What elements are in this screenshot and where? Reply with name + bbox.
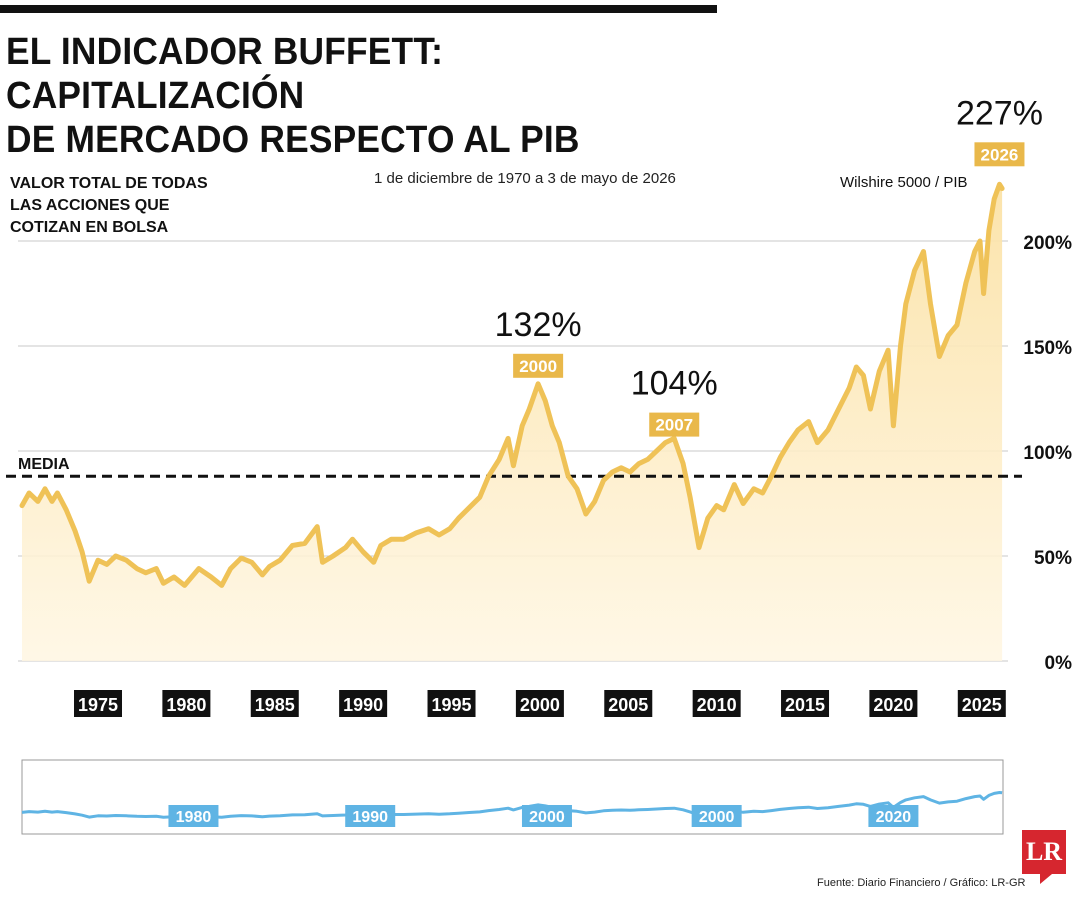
date-range: 1 de diciembre de 1970 a 3 de mayo de 20…	[374, 170, 676, 187]
y-axis-ticks: 0% 50% 100% 150% 200%	[1023, 233, 1072, 674]
annotation-year-box	[974, 142, 1025, 167]
mini-chart-frame	[21, 759, 1004, 835]
x-tick-1990: 1990	[339, 690, 388, 717]
mini-overview-chart: 1980 1990 2000 2000 2020	[21, 759, 1004, 835]
publisher-logo-tail	[1040, 874, 1052, 884]
chart-title: EL INDICADOR BUFFETT: CAPITALIZACIÓN DE …	[6, 30, 713, 162]
mini-tick-label: 2000	[529, 809, 565, 826]
x-tick-label: 2020	[873, 695, 913, 715]
x-tick-label: 2015	[785, 695, 825, 715]
x-tick-2025: 2025	[957, 690, 1006, 717]
x-tick-label: 1995	[431, 695, 471, 715]
annotation-value: 132%	[495, 306, 582, 344]
chart-title-line-1: EL INDICADOR BUFFETT: CAPITALIZACIÓN	[6, 31, 444, 117]
y-tick-label: 50%	[1034, 548, 1072, 569]
x-tick-2005: 2005	[604, 690, 653, 717]
annotation-year: 2026	[981, 145, 1019, 164]
x-axis-ticks: 1975 1980 1985 1990 1995 2000 2005 2010 2015 2020…	[74, 690, 1006, 717]
annotation-value: 227%	[956, 94, 1043, 132]
y-axis-description: VALOR TOTAL DE TODAS LAS ACCIONES QUE CO…	[10, 173, 230, 239]
annotation-year-box	[649, 412, 700, 437]
y-axis-description-line-3: COTIZAN EN BOLSA	[10, 219, 169, 236]
x-tick-box	[427, 690, 476, 717]
y-tick-label: 200%	[1023, 233, 1072, 254]
x-tick-2015: 2015	[781, 690, 830, 717]
annotation-2007: 104% 2007	[631, 365, 718, 437]
chart-title-line-2: DE MERCADO RESPECTO AL PIB	[6, 119, 580, 161]
mean-label: MEDIA	[18, 456, 70, 473]
mini-tick-box	[521, 805, 572, 827]
x-tick-1980: 1980	[162, 690, 211, 717]
x-tick-label: 2000	[520, 695, 560, 715]
mini-tick-label: 2020	[876, 809, 912, 826]
top-rule	[0, 5, 717, 13]
mini-tick-label: 1980	[176, 809, 212, 826]
y-tick-label: 0%	[1045, 653, 1073, 674]
mini-tick-box	[345, 805, 396, 827]
x-tick-label: 1975	[78, 695, 118, 715]
annotation-2026: 227% 2026	[956, 94, 1043, 167]
mini-tick-label: 1990	[352, 809, 388, 826]
x-tick-box	[957, 690, 1006, 717]
x-tick-label: 1985	[255, 695, 295, 715]
y-tick-label: 100%	[1023, 443, 1072, 464]
x-tick-2010: 2010	[692, 690, 741, 717]
mini-tick-box	[168, 805, 219, 827]
annotation-value: 104%	[631, 365, 718, 403]
publisher-logo: LR	[1022, 830, 1066, 874]
x-tick-1985: 1985	[250, 690, 299, 717]
x-tick-box	[781, 690, 830, 717]
x-tick-box	[339, 690, 388, 717]
annotations: 132% 2000 104% 2007 227% 2026	[495, 94, 1043, 437]
annotation-year: 2000	[519, 357, 557, 376]
source-credit: Fuente: Diario Financiero / Gráfico: LR-…	[817, 877, 1026, 889]
x-tick-2000: 2000	[515, 690, 564, 717]
x-tick-label: 1990	[343, 695, 383, 715]
annotation-year-box	[513, 353, 564, 378]
x-tick-box	[250, 690, 299, 717]
series-area	[22, 184, 1003, 662]
mini-tick-box	[691, 805, 742, 827]
x-tick-1975: 1975	[74, 690, 123, 717]
x-tick-1995: 1995	[427, 690, 476, 717]
y-axis-description-line-2: LAS ACCIONES QUE	[10, 197, 170, 214]
x-tick-label: 2010	[697, 695, 737, 715]
annotation-2000: 132% 2000	[495, 306, 582, 378]
mini-tick-label: 2000	[699, 809, 735, 826]
y-tick-label: 150%	[1023, 338, 1072, 359]
series-label: Wilshire 5000 / PIB	[840, 174, 968, 191]
y-axis-description-line-1: VALOR TOTAL DE TODAS	[10, 175, 208, 192]
series-line	[19, 181, 1005, 588]
x-tick-box	[515, 690, 564, 717]
x-tick-label: 1980	[166, 695, 206, 715]
x-tick-box	[74, 690, 123, 717]
x-tick-box	[162, 690, 211, 717]
x-tick-box	[692, 690, 741, 717]
annotation-year: 2007	[655, 416, 693, 435]
x-tick-2020: 2020	[869, 690, 918, 717]
x-tick-box	[869, 690, 918, 717]
mini-tick-box	[868, 805, 919, 827]
x-tick-label: 2025	[962, 695, 1002, 715]
x-tick-label: 2005	[608, 695, 648, 715]
x-tick-box	[604, 690, 653, 717]
